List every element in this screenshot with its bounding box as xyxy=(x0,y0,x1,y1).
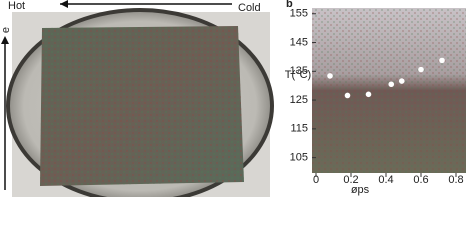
figure: Hot Cold e b T(°C) øps 105 115 125 135 145 15… xyxy=(0,0,466,197)
hot-label: Hot xyxy=(8,0,25,12)
y-axis-label: T(°C) xyxy=(285,69,311,81)
x-axis-label: øps xyxy=(351,184,370,196)
y-tick-label: 135 xyxy=(290,65,308,77)
x-tick-label: 0 xyxy=(313,174,319,186)
plot-texture xyxy=(312,8,466,173)
y-tick-label: 155 xyxy=(290,8,308,20)
y-tick-label: 145 xyxy=(290,36,308,48)
data-point xyxy=(365,91,372,98)
data-point xyxy=(327,73,333,79)
data-point xyxy=(398,78,405,84)
data-point xyxy=(388,81,395,88)
y-tick-label: 125 xyxy=(290,94,308,106)
x-tick-label: 0.2 xyxy=(343,174,358,186)
y-tick-label: 115 xyxy=(290,123,308,135)
cold-label: Cold xyxy=(238,2,261,14)
side-label: e xyxy=(0,27,12,33)
data-point xyxy=(344,92,351,99)
x-tick-label: 0.6 xyxy=(413,174,428,186)
y-tick-label: 105 xyxy=(290,152,308,164)
x-tick-label: 0.4 xyxy=(378,174,393,186)
x-tick-label: 0.8 xyxy=(448,174,463,186)
panel-label: b xyxy=(286,0,293,10)
data-point xyxy=(439,57,445,64)
chart xyxy=(312,8,466,177)
data-point xyxy=(418,66,424,73)
left-photo xyxy=(1,0,274,197)
